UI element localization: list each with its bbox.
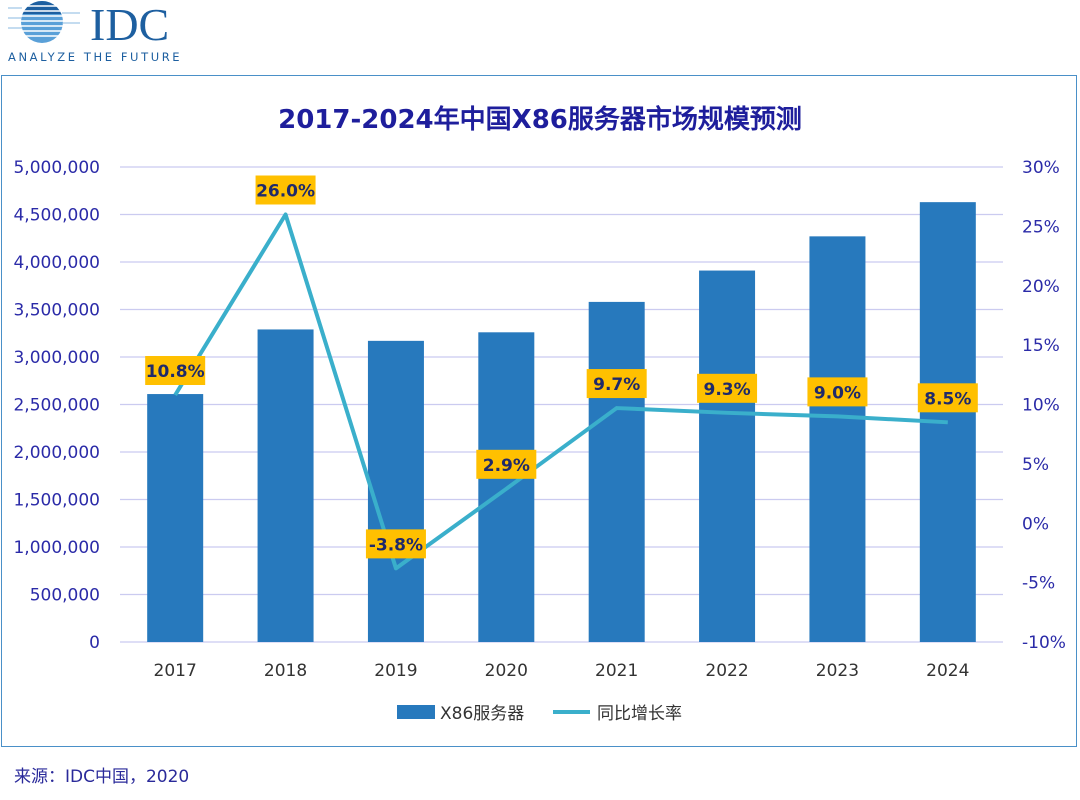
bar-2021 — [588, 301, 645, 642]
bar-2022 — [699, 270, 756, 642]
y-left-tick-label: 1,000,000 — [13, 538, 100, 558]
y-right-tick-label: 10% — [1022, 396, 1060, 416]
x-tick-label: 2019 — [374, 661, 417, 681]
y-right-tick-label: 5% — [1022, 455, 1049, 475]
legend-bar-label: X86服务器 — [440, 704, 524, 724]
bar-2017 — [147, 394, 204, 642]
x-tick-label: 2022 — [705, 661, 748, 681]
x-tick-label: 2017 — [154, 661, 197, 681]
growth-line — [173, 212, 948, 571]
data-label: 10.8% — [146, 362, 205, 382]
y-left-tick-label: 0 — [89, 633, 100, 653]
data-label: 2.9% — [483, 456, 530, 476]
y-left-tick-label: 2,000,000 — [13, 443, 100, 463]
source-note: 来源：IDC中国，2020 — [14, 767, 190, 787]
y-left-tick-label: 1,500,000 — [13, 491, 100, 511]
data-label: -3.8% — [369, 535, 423, 555]
y-left-tick-label: 3,500,000 — [13, 301, 100, 321]
y-left-tick-label: 500,000 — [30, 586, 100, 606]
legend-bar-swatch — [397, 705, 435, 719]
bar-2019 — [367, 340, 424, 642]
x-tick-label: 2024 — [926, 661, 969, 681]
data-label: 26.0% — [256, 182, 315, 202]
y-left-tick-label: 4,500,000 — [13, 206, 100, 226]
data-label-box — [365, 529, 426, 559]
y-right-tick-label: 20% — [1022, 277, 1060, 297]
data-label-box — [917, 383, 978, 413]
data-label-box — [586, 369, 647, 399]
chart: 2017-2024年中国X86服务器市场规模预测 0 500,000 1,000,00… — [13, 104, 1066, 724]
bar-2023 — [809, 236, 866, 642]
y-right-tick-label: 15% — [1022, 336, 1060, 356]
data-label: 8.5% — [924, 389, 971, 409]
chart-title: 2017-2024年中国X86服务器市场规模预测 — [278, 104, 802, 135]
y-left-tick-label: 4,000,000 — [13, 253, 100, 273]
data-label: 9.0% — [814, 383, 861, 403]
y-left-tick-label: 2,500,000 — [13, 396, 100, 416]
bar-2018 — [257, 329, 314, 642]
svg-text:ANALYZE THE FUTURE: ANALYZE THE FUTURE — [8, 50, 182, 64]
svg-text:IDC: IDC — [90, 0, 169, 50]
idc-logo: IDC ANALYZE THE FUTURE — [5, 0, 182, 64]
y-left-tick-label: 3,000,000 — [13, 348, 100, 368]
y-right-tick-label: 0% — [1022, 514, 1049, 534]
x-tick-label: 2021 — [595, 661, 638, 681]
data-label-box — [145, 356, 206, 385]
y-right-tick-label: 25% — [1022, 217, 1060, 237]
data-label-box — [476, 449, 537, 479]
y-right-tick-label: -5% — [1022, 574, 1055, 594]
data-label-box — [807, 377, 868, 407]
y-right-tick-label: 30% — [1022, 158, 1060, 178]
y-right-tick-label: -10% — [1022, 633, 1066, 653]
chart-frame — [1, 75, 1077, 747]
data-label-box — [255, 175, 316, 205]
data-label: 9.7% — [593, 375, 640, 395]
data-label-box — [697, 373, 758, 403]
x-tick-label: 2018 — [264, 661, 307, 681]
x-tick-label: 2023 — [816, 661, 859, 681]
y-left-tick-label: 5,000,000 — [13, 158, 100, 178]
legend-line-label: 同比增长率 — [597, 704, 682, 724]
data-label: 9.3% — [703, 380, 750, 400]
x-tick-label: 2020 — [485, 661, 528, 681]
